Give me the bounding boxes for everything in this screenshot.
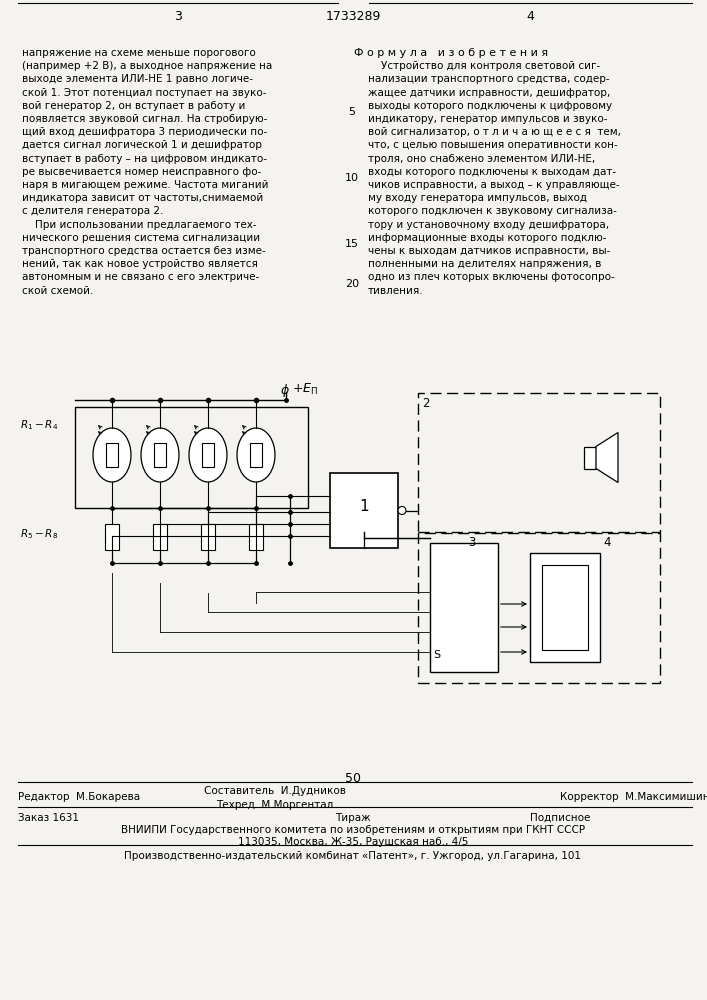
Bar — [542, 565, 588, 650]
Text: наря в мигающем режиме. Частота миганий: наря в мигающем режиме. Частота миганий — [22, 180, 269, 190]
Text: 113035, Москва, Ж-35, Раушская наб., 4/5: 113035, Москва, Ж-35, Раушская наб., 4/5 — [238, 837, 468, 847]
Bar — [154, 443, 166, 467]
Text: Ф о р м у л а   и з о б р е т е н и я: Ф о р м у л а и з о б р е т е н и я — [354, 48, 548, 58]
Text: 1: 1 — [359, 499, 369, 514]
Text: вой сигнализатор, о т л и ч а ю щ е е с я  тем,: вой сигнализатор, о т л и ч а ю щ е е с … — [368, 127, 621, 137]
Text: $R_5 - R_8$: $R_5 - R_8$ — [20, 527, 58, 541]
Text: Техред  М.Моргентал: Техред М.Моргентал — [216, 800, 334, 810]
Text: 15: 15 — [345, 239, 359, 249]
Bar — [202, 443, 214, 467]
Text: При использовании предлагаемого тех-: При использовании предлагаемого тех- — [22, 220, 257, 230]
Text: нений, так как новое устройство является: нений, так как новое устройство является — [22, 259, 258, 269]
Text: $\phi$: $\phi$ — [280, 382, 290, 399]
Text: ской схемой.: ской схемой. — [22, 286, 93, 296]
Text: щий вход дешифратора 3 периодически по-: щий вход дешифратора 3 периодически по- — [22, 127, 267, 137]
Bar — [153, 524, 167, 550]
Bar — [249, 524, 263, 550]
Text: ВНИИПИ Государственного комитета по изобретениям и открытиям при ГКНТ СССР: ВНИИПИ Государственного комитета по изоб… — [121, 825, 585, 835]
Text: Производственно-издательский комбинат «Патент», г. Ужгород, ул.Гагарина, 101: Производственно-издательский комбинат «П… — [124, 851, 581, 861]
Text: с делителя генератора 2.: с делителя генератора 2. — [22, 206, 163, 216]
Text: Подписное: Подписное — [530, 813, 590, 823]
Ellipse shape — [93, 428, 131, 482]
Text: Заказ 1631: Заказ 1631 — [18, 813, 79, 823]
Bar — [530, 553, 600, 662]
Text: Корректор  М.Максимишинец: Корректор М.Максимишинец — [560, 792, 707, 802]
Text: $R_1 - R_4$: $R_1 - R_4$ — [20, 418, 58, 432]
Text: Составитель  И.Дудников: Составитель И.Дудников — [204, 786, 346, 796]
Text: чиков исправности, а выход – к управляюще-: чиков исправности, а выход – к управляющ… — [368, 180, 619, 190]
Text: вступает в работу – на цифровом индикато-: вступает в работу – на цифровом индикато… — [22, 154, 267, 164]
Text: $+E_{\Pi}$: $+E_{\Pi}$ — [292, 382, 318, 397]
Text: Редактор  М.Бокарева: Редактор М.Бокарева — [18, 792, 140, 802]
Text: транспортного средства остается без изме-: транспортного средства остается без изме… — [22, 246, 266, 256]
Text: появляется звуковой сигнал. На стробирую-: появляется звуковой сигнал. На стробирую… — [22, 114, 267, 124]
Text: 4: 4 — [603, 536, 611, 549]
Text: Тираж: Тираж — [335, 813, 370, 823]
Bar — [418, 533, 660, 683]
Text: информационные входы которого подклю-: информационные входы которого подклю- — [368, 233, 607, 243]
Text: 1733289: 1733289 — [325, 10, 380, 23]
Text: нализации транспортного средства, содер-: нализации транспортного средства, содер- — [368, 74, 609, 84]
Text: 3: 3 — [468, 536, 475, 549]
Bar — [418, 393, 660, 532]
Text: тору и установочному входу дешифратора,: тору и установочному входу дешифратора, — [368, 220, 609, 230]
Text: чены к выходам датчиков исправности, вы-: чены к выходам датчиков исправности, вы- — [368, 246, 610, 256]
Bar — [105, 524, 119, 550]
Text: автономным и не связано с его электриче-: автономным и не связано с его электриче- — [22, 272, 259, 282]
Text: 2: 2 — [422, 397, 429, 410]
Text: выходы которого подключены к цифровому: выходы которого подключены к цифровому — [368, 101, 612, 111]
Text: 5: 5 — [349, 107, 356, 117]
Text: (например +2 В), а выходное напряжение на: (например +2 В), а выходное напряжение н… — [22, 61, 272, 71]
Text: полненными на делителях напряжения, в: полненными на делителях напряжения, в — [368, 259, 602, 269]
Bar — [250, 443, 262, 467]
Text: жащее датчики исправности, дешифратор,: жащее датчики исправности, дешифратор, — [368, 88, 610, 98]
Text: му входу генератора импульсов, выход: му входу генератора импульсов, выход — [368, 193, 587, 203]
Bar — [106, 443, 118, 467]
Text: которого подключен к звуковому сигнализа-: которого подключен к звуковому сигнализа… — [368, 206, 617, 216]
Text: 50: 50 — [345, 772, 361, 785]
Bar — [201, 524, 215, 550]
Ellipse shape — [237, 428, 275, 482]
Ellipse shape — [141, 428, 179, 482]
Bar — [330, 473, 398, 548]
Text: напряжение на схеме меньше порогового: напряжение на схеме меньше порогового — [22, 48, 256, 58]
Bar — [430, 543, 498, 672]
Bar — [75, 407, 308, 508]
Text: нического решения система сигнализации: нического решения система сигнализации — [22, 233, 260, 243]
Polygon shape — [596, 432, 618, 483]
Ellipse shape — [189, 428, 227, 482]
Text: выходе элемента ИЛИ-НЕ 1 равно логиче-: выходе элемента ИЛИ-НЕ 1 равно логиче- — [22, 74, 253, 84]
Text: дается сигнал логической 1 и дешифратор: дается сигнал логической 1 и дешифратор — [22, 140, 262, 150]
Bar — [584, 446, 596, 468]
Text: входы которого подключены к выходам дат-: входы которого подключены к выходам дат- — [368, 167, 616, 177]
Text: Устройство для контроля световой сиг-: Устройство для контроля световой сиг- — [368, 61, 600, 71]
Text: индикатора зависит от частоты,снимаемой: индикатора зависит от частоты,снимаемой — [22, 193, 263, 203]
Text: троля, оно снабжено элементом ИЛИ-НЕ,: троля, оно снабжено элементом ИЛИ-НЕ, — [368, 154, 595, 164]
Text: вой генератор 2, он вступает в работу и: вой генератор 2, он вступает в работу и — [22, 101, 245, 111]
Text: 4: 4 — [526, 10, 534, 23]
Text: S: S — [433, 650, 440, 660]
Text: индикатору, генератор импульсов и звуко-: индикатору, генератор импульсов и звуко- — [368, 114, 607, 124]
Circle shape — [398, 506, 406, 514]
Text: 10: 10 — [345, 173, 359, 183]
Text: ре высвечивается номер неисправного фо-: ре высвечивается номер неисправного фо- — [22, 167, 262, 177]
Text: что, с целью повышения оперативности кон-: что, с целью повышения оперативности кон… — [368, 140, 618, 150]
Text: 3: 3 — [174, 10, 182, 23]
Text: 20: 20 — [345, 279, 359, 289]
Text: одно из плеч которых включены фотосопро-: одно из плеч которых включены фотосопро- — [368, 272, 615, 282]
Text: ской 1. Этот потенциал поступает на звуко-: ской 1. Этот потенциал поступает на звук… — [22, 88, 267, 98]
Text: тивления.: тивления. — [368, 286, 423, 296]
